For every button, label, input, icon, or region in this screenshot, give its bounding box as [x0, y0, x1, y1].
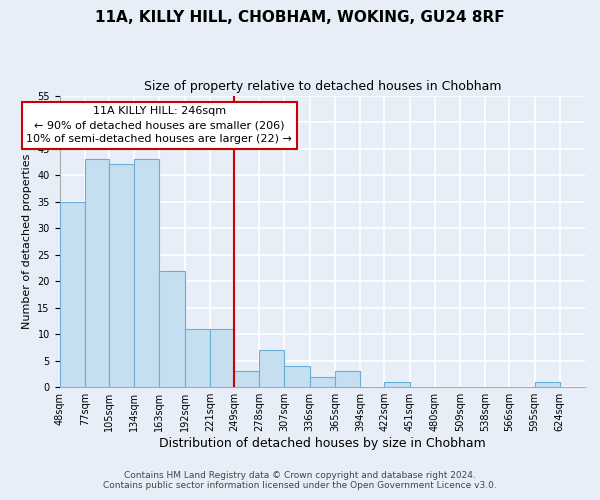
X-axis label: Distribution of detached houses by size in Chobham: Distribution of detached houses by size … [159, 437, 485, 450]
Bar [85, 159, 109, 387]
Y-axis label: Number of detached properties: Number of detached properties [22, 154, 32, 329]
Text: Contains HM Land Registry data © Crown copyright and database right 2024.
Contai: Contains HM Land Registry data © Crown c… [103, 470, 497, 490]
Bar [385, 382, 410, 387]
Bar [210, 329, 234, 387]
Bar [310, 376, 335, 387]
Bar [160, 270, 185, 387]
Bar [234, 372, 259, 387]
Bar [59, 202, 85, 387]
Bar [284, 366, 310, 387]
Bar [535, 382, 560, 387]
Title: Size of property relative to detached houses in Chobham: Size of property relative to detached ho… [143, 80, 501, 93]
Text: 11A, KILLY HILL, CHOBHAM, WOKING, GU24 8RF: 11A, KILLY HILL, CHOBHAM, WOKING, GU24 8… [95, 10, 505, 25]
Bar [134, 159, 160, 387]
Bar [259, 350, 284, 387]
Bar [335, 372, 360, 387]
Text: 11A KILLY HILL: 246sqm
← 90% of detached houses are smaller (206)
10% of semi-de: 11A KILLY HILL: 246sqm ← 90% of detached… [26, 106, 292, 144]
Bar [185, 329, 210, 387]
Bar [109, 164, 134, 387]
